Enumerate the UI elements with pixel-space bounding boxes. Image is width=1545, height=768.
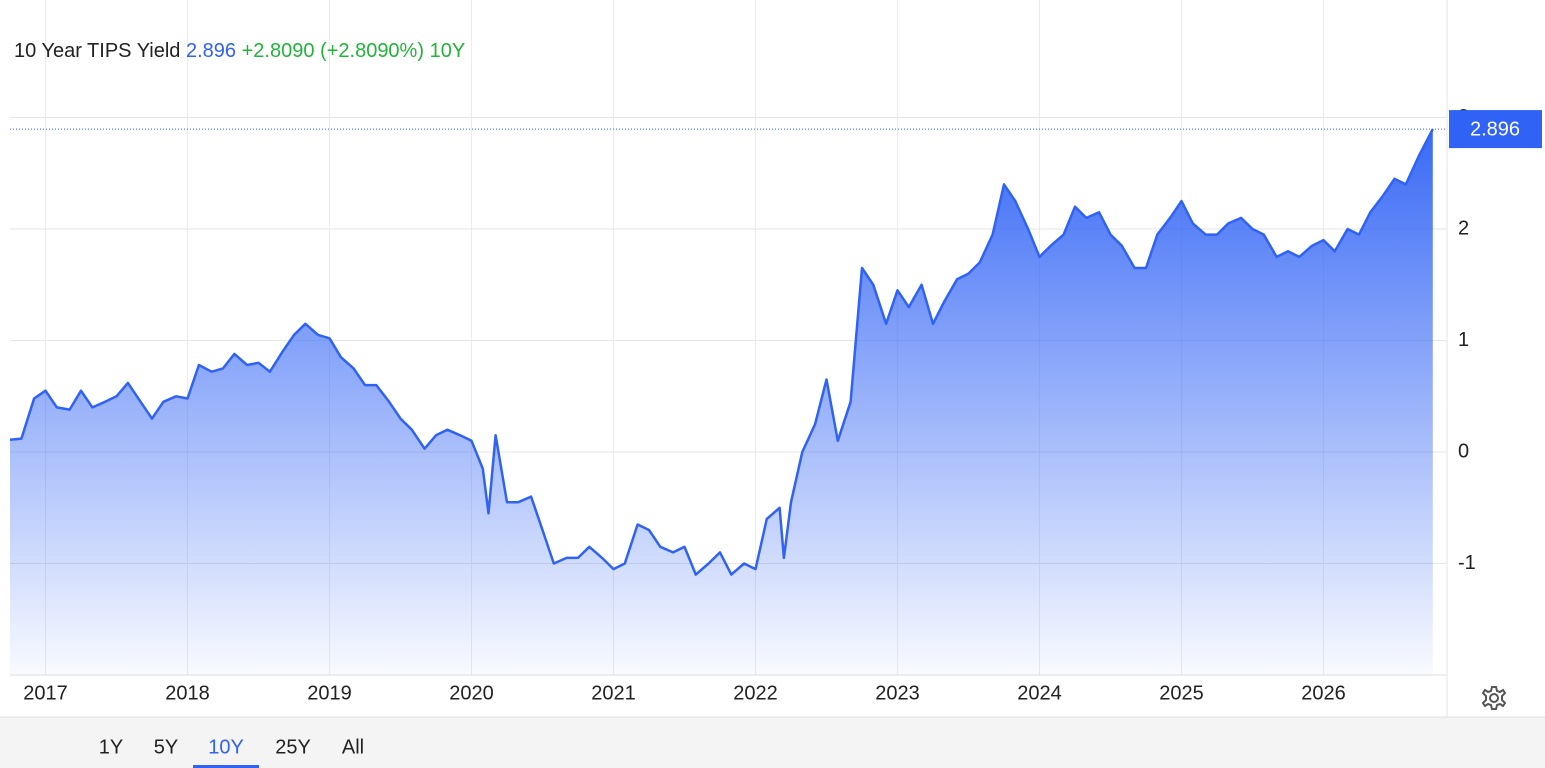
x-tick-label: 2017: [23, 682, 68, 704]
x-tick-label: 2018: [165, 682, 210, 704]
header: 10 Year TIPS Yield 2.896 +2.8090 (+2.809…: [14, 40, 465, 62]
line: [9, 128, 1434, 576]
area-fill: [10, 129, 1433, 676]
range-option[interactable]: 10Y: [208, 736, 244, 758]
y-tick-label: -1: [1458, 552, 1476, 574]
x-tick-label: 2023: [875, 682, 920, 704]
range-bar: [0, 717, 1545, 768]
chart-title: 10 Year TIPS Yield: [14, 40, 180, 62]
y-tick-label: 1: [1458, 329, 1469, 351]
x-tick-label: 2024: [1017, 682, 1062, 704]
last-value: 2.896: [186, 40, 236, 62]
x-tick-label: 2022: [733, 682, 778, 704]
last-value-badge: [1449, 110, 1542, 149]
settings-icon[interactable]: [1481, 686, 1507, 710]
plot: [9, 128, 1447, 676]
range-underline: [193, 765, 259, 768]
range-option[interactable]: All: [342, 736, 364, 758]
y-tick-label: 2: [1458, 217, 1469, 239]
x-tick-label: 2019: [307, 682, 352, 704]
y-tick-label: 0: [1458, 440, 1469, 462]
x-tick-label: 2021: [591, 682, 636, 704]
change: +2.8090: [242, 40, 315, 62]
range-selector: 1Y 5Y 10Y 25Y All: [99, 736, 364, 768]
period: 10Y: [430, 40, 466, 62]
x-tick-label: 2020: [449, 682, 494, 704]
range-option[interactable]: 1Y: [99, 736, 123, 758]
range-option[interactable]: 25Y: [275, 736, 311, 758]
change-pct: (+2.8090%): [320, 40, 424, 62]
x-tick-label: 2026: [1301, 682, 1346, 704]
x-tick-label: 2025: [1159, 682, 1204, 704]
range-option[interactable]: 5Y: [154, 736, 178, 758]
last-value-label: 2.896: [1470, 118, 1520, 140]
